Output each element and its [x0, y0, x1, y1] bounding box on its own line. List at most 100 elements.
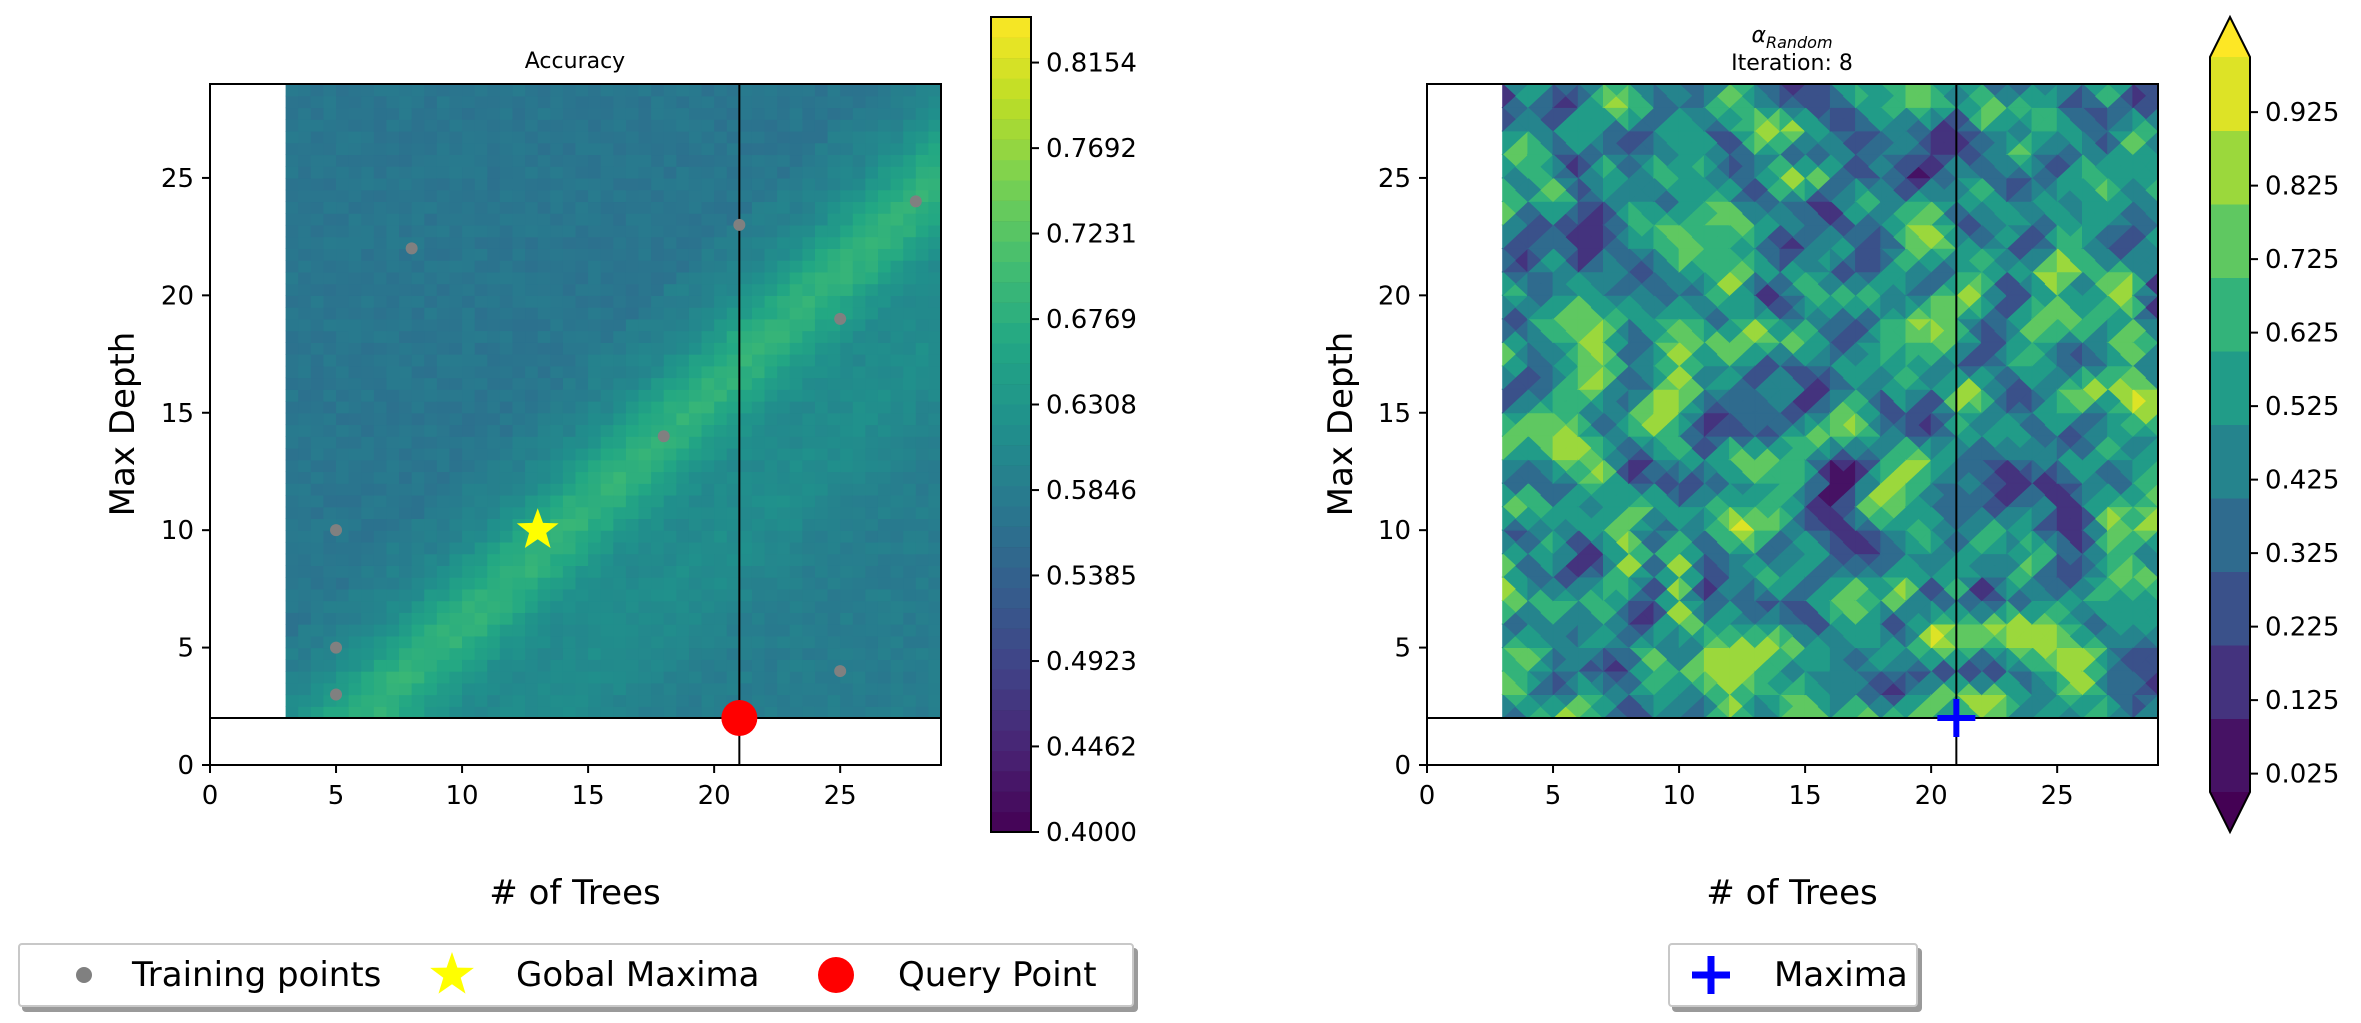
accuracy-cell	[462, 248, 476, 261]
acquisition-cell	[1880, 670, 1894, 696]
acquisition-cell	[1779, 130, 1794, 156]
accuracy-cell	[323, 271, 337, 285]
accuracy-cell	[789, 260, 803, 273]
accuracy-cell	[701, 166, 715, 179]
accuracy-cell	[852, 706, 866, 719]
accuracy-cell	[373, 588, 388, 602]
acquisition-cell	[1930, 599, 1945, 626]
accuracy-cell	[726, 600, 740, 613]
accuracy-cell	[512, 694, 526, 707]
accuracy-cell	[688, 436, 703, 449]
accuracy-cell	[411, 283, 425, 296]
accuracy-cell	[764, 471, 778, 484]
accuracy-cell	[613, 154, 627, 167]
accuracy-cell	[323, 401, 337, 414]
accuracy-cell	[739, 436, 753, 449]
accuracy-cell	[676, 295, 690, 308]
accuracy-cell	[827, 342, 841, 355]
accuracy-cell	[701, 142, 715, 156]
accuracy-cell	[915, 95, 929, 109]
accuracy-cell	[840, 236, 854, 249]
acquisition-cell	[1552, 247, 1567, 273]
accuracy-cell	[751, 659, 766, 672]
accuracy-cell	[877, 318, 892, 332]
accuracy-cell	[726, 647, 740, 660]
accuracy-cell	[373, 84, 388, 97]
accuracy-cell	[625, 671, 640, 684]
accuracy-cell	[399, 283, 413, 296]
accuracy-cell	[676, 471, 690, 484]
accuracy-cell	[789, 436, 803, 449]
accuracy-cell	[865, 459, 879, 473]
x-tick-label: 20	[698, 781, 731, 811]
accuracy-cell	[386, 95, 400, 109]
training-point	[909, 195, 922, 208]
accuracy-cell	[739, 354, 753, 367]
accuracy-cell	[285, 588, 299, 602]
accuracy-cell	[726, 494, 740, 508]
accuracy-cell	[537, 342, 551, 355]
accuracy-cell	[373, 541, 388, 555]
acquisition-cell	[1577, 341, 1592, 367]
accuracy-cell	[751, 95, 766, 109]
accuracy-cell	[298, 412, 312, 426]
accuracy-cell	[462, 154, 476, 167]
accuracy-cell	[525, 471, 539, 484]
accuracy-cell	[726, 459, 740, 473]
accuracy-cell	[651, 354, 665, 367]
acquisition-cell	[1577, 505, 1592, 532]
accuracy-cell	[676, 236, 690, 249]
accuracy-cell	[588, 635, 602, 649]
accuracy-cell	[474, 553, 488, 566]
accuracy-cell	[411, 295, 425, 308]
accuracy-cell	[903, 635, 917, 649]
y-tick-label: 0	[177, 751, 194, 781]
accuracy-cell	[676, 271, 690, 285]
accuracy-cell	[562, 424, 577, 437]
accuracy-cell	[336, 95, 350, 109]
accuracy-cell	[588, 354, 602, 367]
accuracy-cell	[651, 577, 665, 590]
accuracy-cell	[840, 706, 854, 719]
accuracy-cell	[600, 260, 614, 273]
accuracy-cell	[424, 647, 438, 660]
accuracy-cell	[336, 130, 350, 144]
accuracy-cell	[726, 260, 740, 273]
accuracy-cell	[625, 612, 640, 625]
accuracy-cell	[840, 119, 854, 132]
acquisition-cell	[1653, 435, 1668, 461]
accuracy-cell	[676, 224, 690, 238]
training-point	[330, 524, 343, 537]
accuracy-cell	[298, 682, 312, 696]
accuracy-cell	[840, 130, 854, 144]
acquisition-cell	[1603, 223, 1617, 250]
accuracy-cell	[449, 694, 463, 707]
accuracy-cell	[865, 483, 879, 496]
accuracy-cell	[751, 365, 766, 379]
accuracy-cell	[512, 177, 526, 191]
accuracy-cell	[499, 271, 514, 285]
accuracy-cell	[588, 142, 602, 156]
accuracy-cell	[827, 166, 841, 179]
accuracy-cell	[575, 248, 589, 261]
accuracy-cell	[777, 483, 791, 496]
acquisition-cell	[1930, 693, 1945, 719]
acquisition-cell	[1678, 646, 1693, 673]
accuracy-cell	[676, 682, 690, 696]
accuracy-cell	[537, 412, 551, 426]
acquisition-cell	[1502, 482, 1516, 508]
accuracy-cell	[399, 330, 413, 343]
accuracy-cell	[651, 236, 665, 249]
accuracy-cell	[399, 483, 413, 496]
accuracy-cell	[512, 283, 526, 296]
accuracy-cell	[348, 342, 362, 355]
accuracy-cell	[285, 389, 299, 402]
accuracy-cell	[336, 107, 350, 120]
acquisition-cell	[1905, 670, 1920, 696]
acquisition-cell	[1754, 247, 1768, 273]
accuracy-cell	[474, 330, 488, 343]
accuracy-cell	[348, 706, 362, 719]
accuracy-cell	[474, 541, 488, 555]
accuracy-cell	[625, 283, 640, 296]
accuracy-cell	[827, 706, 841, 719]
